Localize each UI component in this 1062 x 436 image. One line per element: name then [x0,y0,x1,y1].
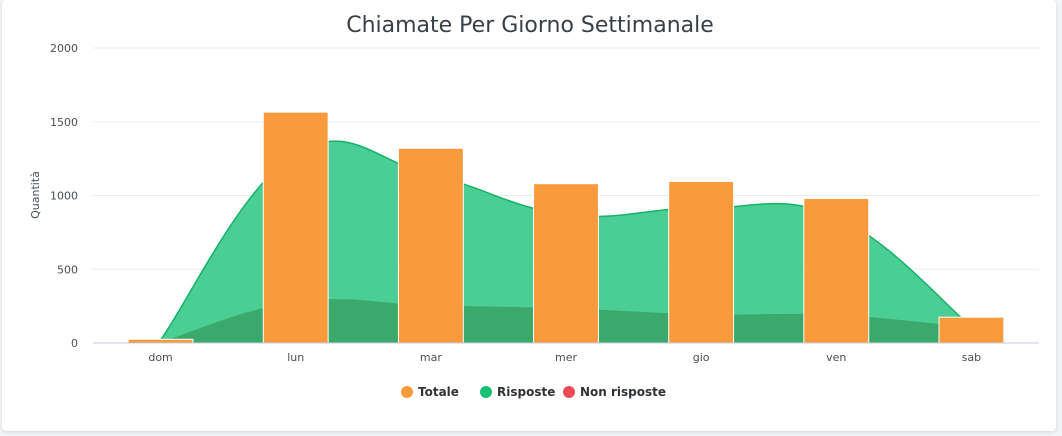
legend-label: Non risposte [580,385,666,399]
x-tick-label: sab [962,351,981,364]
axes: 0 500 1000 1500 2000 dom lun mar mer gio ven sab [50,42,1039,364]
legend-label: Totale [418,385,459,399]
bar-mar[interactable] [397,147,464,344]
legend-item[interactable]: Risposte [480,385,555,399]
bar-series [127,111,1005,344]
y-tick-label: 2000 [50,42,78,55]
legend[interactable]: Totale Risposte Non risposte [401,385,666,399]
bar-lun[interactable] [262,111,329,344]
x-tick-label: gio [693,351,710,364]
x-tick-label: dom [148,351,172,364]
legend-marker-icon [480,386,492,398]
y-tick-label: 1500 [50,116,78,129]
legend-marker-icon [563,386,575,398]
y-tick-label: 0 [71,337,78,350]
y-tick-label: 500 [57,263,78,276]
legend-label: Risposte [497,385,555,399]
bar-dom[interactable] [127,338,194,344]
x-tick-label: lun [287,351,304,364]
x-tick-label: ven [826,351,846,364]
legend-item[interactable]: Non risposte [563,385,666,399]
legend-item[interactable]: Totale [401,385,459,399]
bar-gio[interactable] [668,180,735,344]
legend-marker-icon [401,386,413,398]
x-tick-label: mar [420,351,442,364]
x-tick-label: mer [555,351,577,364]
chart-title: Chiamate Per Giorno Settimanale [346,13,714,38]
bar-ven[interactable] [803,197,870,344]
bar-sab[interactable] [938,316,1005,344]
y-tick-label: 1000 [50,190,78,203]
bar-mer[interactable] [533,183,599,344]
y-axis-label: Quantità [29,171,42,219]
